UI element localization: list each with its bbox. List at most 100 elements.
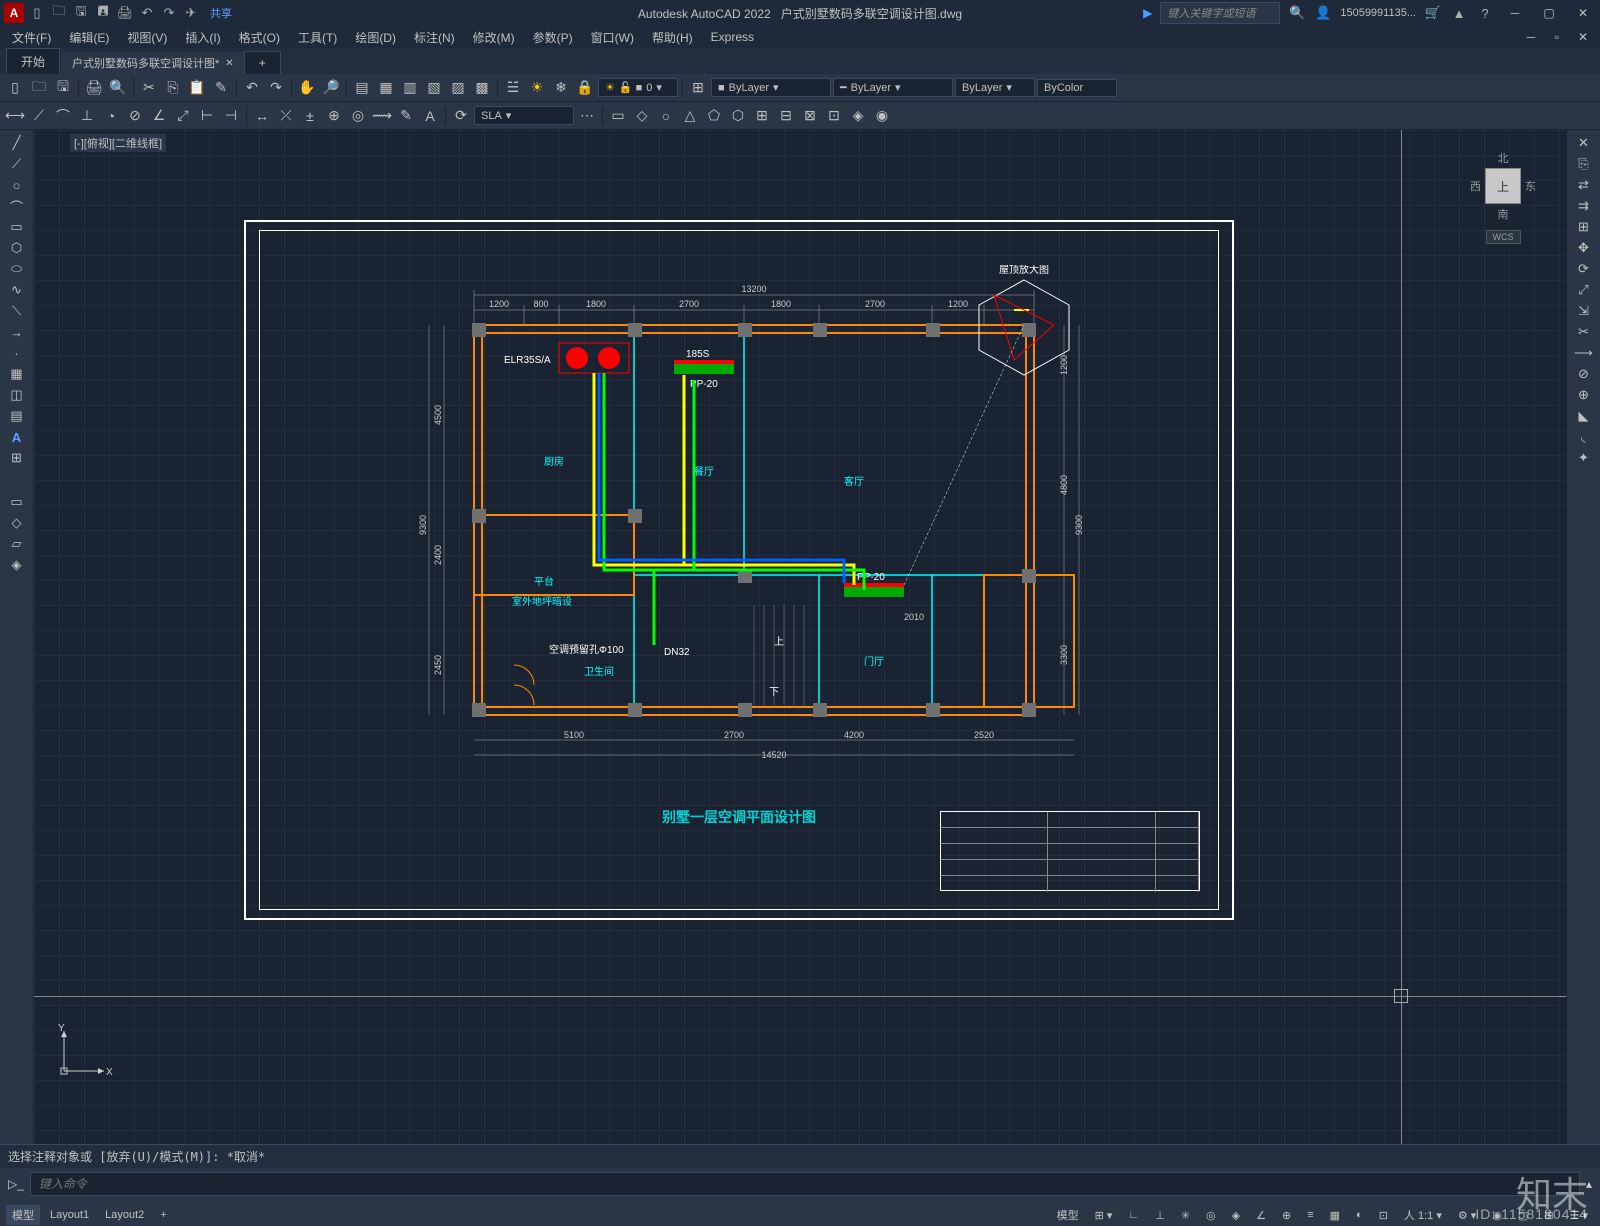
mod3-icon[interactable]: ○ — [655, 105, 677, 127]
circle-icon[interactable]: ○ — [5, 176, 29, 194]
sb-model-icon[interactable]: 模型 — [1051, 1205, 1085, 1225]
share-button[interactable]: 共享 — [204, 5, 238, 21]
xline-icon[interactable]: ⟍ — [5, 302, 29, 320]
menu-help[interactable]: 帮助(H) — [644, 27, 701, 48]
dim-space-icon[interactable]: ↔ — [251, 105, 273, 127]
sb-3dosnap-icon[interactable]: ◈ — [1226, 1207, 1246, 1224]
menu-file[interactable]: 文件(F) — [4, 27, 59, 48]
print-icon[interactable]: 🖨 — [83, 77, 105, 99]
menu-tools[interactable]: 工具(T) — [290, 27, 345, 48]
dim-update-icon[interactable]: ⟳ — [450, 105, 472, 127]
pan-icon[interactable]: ✋ — [296, 77, 318, 99]
props-icon[interactable]: ▤ — [351, 77, 373, 99]
point-icon[interactable]: · — [5, 344, 29, 362]
lt2-2-icon[interactable]: ◇ — [5, 514, 29, 532]
dim-dia-icon[interactable]: ⊘ — [124, 105, 146, 127]
dim-quick-icon[interactable]: ⤢ — [172, 105, 194, 127]
layer-lock-icon[interactable]: 🔒 — [574, 77, 596, 99]
view-cube[interactable]: 北 西 上 东 南 WCS — [1470, 150, 1536, 244]
move-icon[interactable]: ✥ — [1572, 239, 1596, 257]
polygon-icon[interactable]: ⬡ — [5, 239, 29, 257]
arc-icon[interactable]: ⌒ — [5, 197, 29, 215]
sb-hw-icon[interactable]: ⊞ — [1538, 1207, 1559, 1224]
dim-edit-icon[interactable]: ✎ — [395, 105, 417, 127]
menu-draw[interactable]: 绘图(D) — [347, 27, 404, 48]
dim-insp-icon[interactable]: ◎ — [347, 105, 369, 127]
minimize-button[interactable]: ─ — [1502, 3, 1528, 23]
menu-param[interactable]: 参数(P) — [525, 27, 581, 48]
scale-icon[interactable]: ⤢ — [1572, 281, 1596, 299]
sb-dyn-icon[interactable]: ⊕ — [1276, 1207, 1297, 1224]
new-icon[interactable]: ▯ — [4, 77, 26, 99]
sb-polar-icon[interactable]: ✳ — [1175, 1207, 1196, 1224]
qat-open-icon[interactable]: 🗀 — [50, 4, 68, 22]
chamfer-icon[interactable]: ◣ — [1572, 407, 1596, 425]
open-icon[interactable]: 🗀 — [28, 77, 50, 99]
qat-saveas-icon[interactable]: 🖪 — [94, 4, 112, 22]
menu-edit[interactable]: 编辑(E) — [61, 27, 117, 48]
help-icon[interactable]: ? — [1476, 4, 1494, 22]
tab-add[interactable]: + — [244, 51, 281, 74]
qat-redo-icon[interactable]: ↷ — [160, 4, 178, 22]
sb-iso-icon[interactable]: ▢ — [1512, 1207, 1534, 1224]
fillet-icon[interactable]: ◟ — [1572, 428, 1596, 446]
extend-icon[interactable]: ⟶ — [1572, 344, 1596, 362]
menu-view[interactable]: 视图(V) — [119, 27, 175, 48]
dim-jog-icon[interactable]: ⟿ — [371, 105, 393, 127]
offset-icon[interactable]: ⇉ — [1572, 197, 1596, 215]
mod11-icon[interactable]: ◈ — [847, 105, 869, 127]
mod7-icon[interactable]: ⊞ — [751, 105, 773, 127]
mod8-icon[interactable]: ⊟ — [775, 105, 797, 127]
stretch-icon[interactable]: ⇲ — [1572, 302, 1596, 320]
dim-base-icon[interactable]: ⊢ — [196, 105, 218, 127]
mod9-icon[interactable]: ⊠ — [799, 105, 821, 127]
preview-icon[interactable]: 🔍 — [107, 77, 129, 99]
ucs-icon[interactable]: X Y — [54, 1021, 114, 1084]
qat-print-icon[interactable]: 🖨 — [116, 4, 134, 22]
rect-icon[interactable]: ▭ — [5, 218, 29, 236]
search-icon[interactable]: 🔍 — [1288, 4, 1306, 22]
copy2-icon[interactable]: ⎘ — [1572, 155, 1596, 173]
user-name[interactable]: 15059991135... — [1340, 7, 1416, 19]
mod10-icon[interactable]: ⊡ — [823, 105, 845, 127]
sb-otrack-icon[interactable]: ∠ — [1250, 1207, 1272, 1224]
undo2-icon[interactable]: ↶ — [241, 77, 263, 99]
spline-icon[interactable]: ∿ — [5, 281, 29, 299]
ellipse-icon[interactable]: ⬭ — [5, 260, 29, 278]
dim-linear-icon[interactable]: ⟷ — [4, 105, 26, 127]
dc-icon[interactable]: ▦ — [375, 77, 397, 99]
break-icon[interactable]: ⊘ — [1572, 365, 1596, 383]
lt2-1-icon[interactable]: ▭ — [5, 493, 29, 511]
sb-tra-icon[interactable]: ▦ — [1324, 1207, 1346, 1224]
qat-send-icon[interactable]: ✈ — [182, 4, 200, 22]
save-icon[interactable]: 🖫 — [52, 77, 74, 99]
tab-model[interactable]: 模型 — [6, 1205, 40, 1225]
sb-anno-icon[interactable]: 人 1:1 ▾ — [1398, 1205, 1448, 1225]
tab-layout1[interactable]: Layout1 — [44, 1207, 95, 1223]
dim-cont-icon[interactable]: ⊣ — [220, 105, 242, 127]
dim-ord-icon[interactable]: ⊥ — [76, 105, 98, 127]
mirror-icon[interactable]: ⇄ — [1572, 176, 1596, 194]
sb-am-icon[interactable]: ◉ — [1486, 1207, 1508, 1224]
menu-format[interactable]: 格式(O) — [231, 27, 288, 48]
lt2-3-icon[interactable]: ▱ — [5, 535, 29, 553]
menu-window[interactable]: 窗口(W) — [583, 27, 642, 48]
mtext-icon[interactable]: A — [5, 428, 29, 446]
qat-save-icon[interactable]: 🖫 — [72, 4, 90, 22]
mod5-icon[interactable]: ⬠ — [703, 105, 725, 127]
redo2-icon[interactable]: ↷ — [265, 77, 287, 99]
dim-style-icon[interactable]: ⋯ — [576, 105, 598, 127]
apps-icon[interactable]: ▲ — [1450, 4, 1468, 22]
layer-on-icon[interactable]: ☀ — [526, 77, 548, 99]
ssm-icon[interactable]: ▧ — [423, 77, 445, 99]
mod1-icon[interactable]: ▭ — [607, 105, 629, 127]
dimstyle-dropdown[interactable]: SLA ▾ — [474, 106, 574, 125]
maximize-button[interactable]: ▢ — [1536, 3, 1562, 23]
zoom-icon[interactable]: 🔎 — [320, 77, 342, 99]
dim-break-icon[interactable]: ⤫ — [275, 105, 297, 127]
table-icon[interactable]: ▤ — [5, 407, 29, 425]
dim-aligned-icon[interactable]: ⟋ — [28, 105, 50, 127]
rotate-icon[interactable]: ⟳ — [1572, 260, 1596, 278]
mod4-icon[interactable]: △ — [679, 105, 701, 127]
line-icon[interactable]: ╱ — [5, 134, 29, 152]
